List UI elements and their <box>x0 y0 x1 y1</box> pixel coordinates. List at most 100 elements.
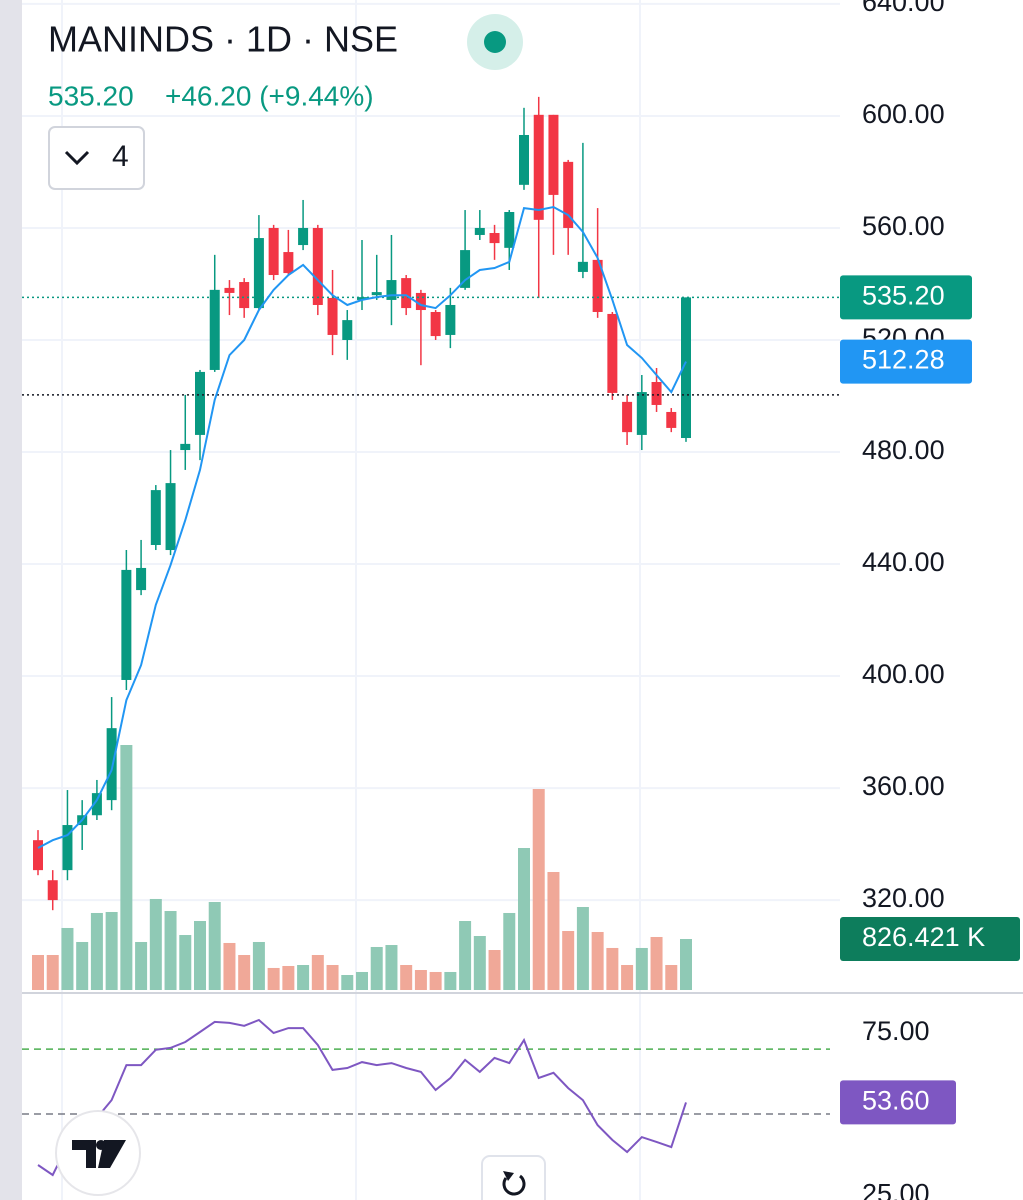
volume-bar <box>370 946 383 990</box>
candle-body <box>386 280 397 300</box>
side-strip <box>0 0 22 1200</box>
last-price-label: 535.20 <box>862 281 945 311</box>
volume-bar <box>149 898 162 990</box>
volume-bar <box>194 921 206 990</box>
candle-body <box>106 728 117 801</box>
candle-body <box>91 793 102 816</box>
candle-body <box>548 114 559 195</box>
volume-bar <box>444 971 457 990</box>
volume-bar <box>635 947 648 990</box>
candle-body <box>298 227 309 246</box>
volume-bar <box>665 965 678 990</box>
candle-body <box>268 227 279 276</box>
candle-body <box>62 825 73 871</box>
candle-body <box>47 880 58 901</box>
indicator-toggle[interactable] <box>48 126 145 190</box>
candle-body <box>121 569 132 680</box>
logo-dot <box>96 1140 106 1150</box>
candle-body <box>460 250 471 288</box>
candle-body <box>607 313 618 393</box>
volume-bar <box>326 965 339 990</box>
candle-body <box>239 282 250 309</box>
candle-body <box>666 411 677 428</box>
last-price: 535.20 <box>48 80 134 111</box>
volume-value-label: 826.421 K <box>862 922 985 952</box>
volume-bar <box>650 936 663 990</box>
reset-arrow <box>503 1171 514 1181</box>
candle-body <box>165 483 176 551</box>
volume-bar <box>547 872 560 990</box>
volume-bar <box>208 901 221 990</box>
candle-body <box>563 161 574 228</box>
volume-bar <box>459 921 472 990</box>
candle-body <box>224 287 235 293</box>
volume-bar <box>503 912 516 990</box>
volume-bar <box>591 931 604 990</box>
candle-body <box>209 289 220 370</box>
volume-bar <box>429 971 442 990</box>
last-price-label-box <box>840 275 972 320</box>
volume-bar <box>238 955 251 990</box>
candle-body <box>312 227 323 305</box>
y-tick-label: 560.00 <box>862 211 945 241</box>
volume-bar <box>532 789 545 990</box>
candle-body <box>415 292 426 311</box>
volume-bar <box>356 971 368 990</box>
y-tick-label: 440.00 <box>862 547 945 577</box>
volume-bar <box>32 955 44 990</box>
volume-value-label-box <box>840 916 1020 961</box>
volume-bar <box>473 936 486 990</box>
candle-body <box>195 371 205 435</box>
volume-bar <box>606 947 619 990</box>
candle-body <box>253 238 264 309</box>
volume-bar <box>400 965 413 990</box>
candle-body <box>592 259 603 312</box>
y-tick-label: 600.00 <box>862 99 945 129</box>
symbol-title: MANINDS · 1D · NSE <box>48 19 398 60</box>
volume-bar <box>105 911 118 990</box>
y-tick-label: 640.00 <box>862 0 945 17</box>
volume-bar <box>562 931 575 990</box>
rsi-value-label: 53.60 <box>862 1085 930 1115</box>
rsi-line <box>37 1018 687 1177</box>
candle-body <box>136 567 147 591</box>
volume-bar <box>488 950 501 990</box>
volume-bar <box>385 945 398 990</box>
volume-bar <box>179 935 192 990</box>
volume-bar <box>576 906 589 990</box>
candle-body <box>681 297 691 439</box>
price-change: +46.20 (+9.44%) <box>165 80 374 111</box>
volume-bar <box>76 941 89 990</box>
volume-bar <box>414 970 427 990</box>
candle-body <box>150 490 161 545</box>
y-tick-label: 400.00 <box>862 659 945 689</box>
candle-body <box>327 297 338 335</box>
candle-body <box>357 297 367 300</box>
candle-body <box>283 252 294 274</box>
indicator-count: 4 <box>112 140 129 173</box>
reset-icon <box>502 1174 526 1196</box>
volume-bar <box>621 965 634 990</box>
rsi-tick-label: 75.00 <box>862 1016 930 1046</box>
y-tick-label: 320.00 <box>862 883 945 913</box>
chevron-icon <box>64 150 90 166</box>
candle-body <box>33 840 43 871</box>
reset-button[interactable] <box>481 1155 546 1200</box>
volume-bar <box>680 938 692 990</box>
candle-body <box>504 212 515 248</box>
candle-body <box>636 392 647 435</box>
rsi-tick-label: 25.00 <box>862 1178 930 1200</box>
candle-body <box>519 134 529 185</box>
moving-average-line <box>37 205 687 849</box>
volume-bar <box>267 967 280 990</box>
candle-body <box>577 261 588 272</box>
volume-bar <box>223 942 236 990</box>
candle-body <box>445 304 456 335</box>
candle-body <box>371 292 382 296</box>
y-tick-label: 480.00 <box>862 435 945 465</box>
volume-bar <box>252 941 265 990</box>
candle-body <box>622 401 633 433</box>
candle-body <box>474 227 485 235</box>
logo-button[interactable] <box>55 1110 141 1196</box>
volume-bar <box>341 975 354 990</box>
